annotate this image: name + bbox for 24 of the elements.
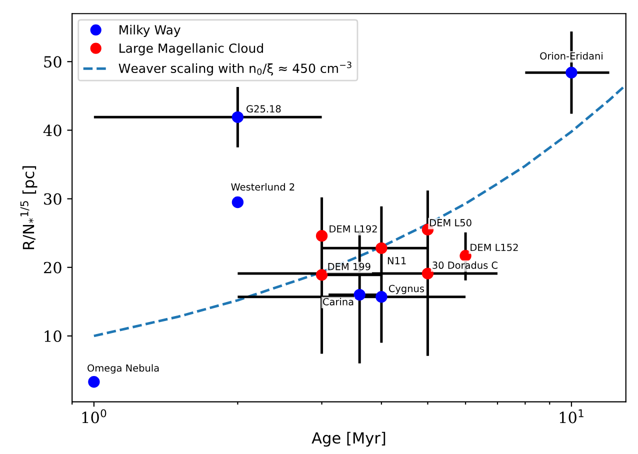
annotation: Carina	[323, 298, 354, 306]
annotation: Cygnus	[388, 284, 424, 294]
annotation: 30 Doradus C	[432, 261, 498, 269]
annotation: DEM L152	[470, 244, 518, 252]
legend-label: Large Magellanic Cloud	[120, 43, 263, 56]
annotation: G25.18	[246, 105, 281, 113]
annotation: DEM L50	[430, 219, 472, 226]
y-tick-label: 20	[44, 262, 62, 274]
annotation: N11	[388, 257, 406, 264]
x-axis-title: Age [Myr]	[312, 432, 386, 447]
annotation: DEM 199	[328, 262, 370, 270]
y-tick-label: 30	[44, 193, 62, 205]
y-tick-label: 50	[44, 56, 62, 68]
annotation: DEM L192	[330, 225, 377, 233]
x-tick-label: 10$^{0}$	[82, 409, 106, 424]
y-axis-title: R/N$_{*}$$^{1/5}$ [pc]	[20, 166, 38, 250]
annotation: Orion-Eridani	[540, 52, 602, 60]
x-tick-label: 10$^{1}$	[560, 409, 584, 424]
legend-label: Weaver scaling with n$_{0}$/ξ ≈ 450 cm$^{−3}$	[118, 62, 352, 76]
annotation: Omega Nebula	[88, 364, 159, 374]
y-tick-label: 10	[44, 330, 62, 342]
legend-label: Milky Way	[120, 24, 180, 37]
y-tick-label: 40	[43, 124, 62, 136]
annotation: Westerlund 2	[231, 183, 294, 191]
